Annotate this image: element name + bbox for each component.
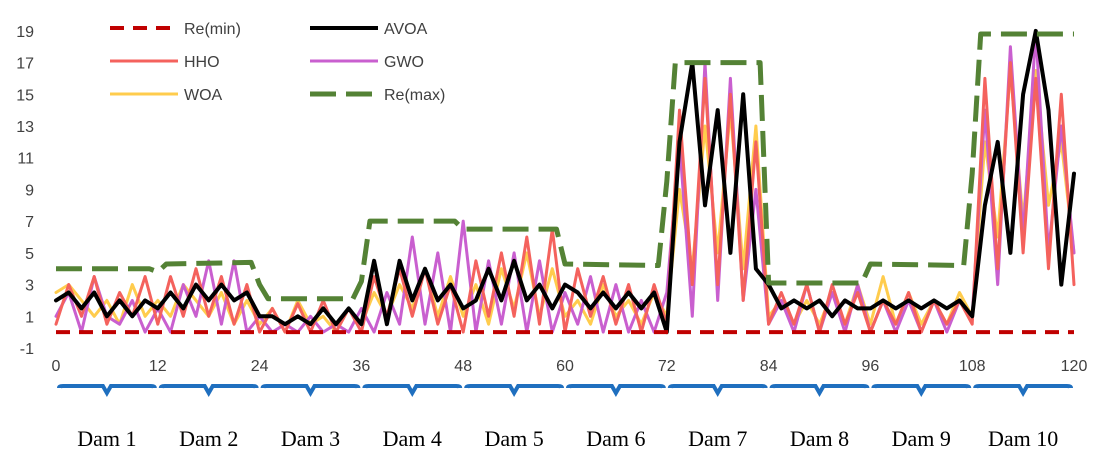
dam-label: Dam 6 — [586, 426, 645, 451]
dam-bracket — [260, 384, 361, 398]
y-tick-label: 7 — [25, 214, 34, 231]
legend-label: AVOA — [384, 21, 428, 38]
legend-label: WOA — [184, 87, 223, 104]
dam-bracket — [464, 384, 564, 398]
x-tick-label: 60 — [556, 358, 574, 375]
y-tick-label: 9 — [25, 182, 34, 199]
dam-label: Dam 1 — [77, 426, 136, 451]
legend-label: Re(max) — [384, 87, 445, 104]
y-tick-label: 5 — [25, 246, 34, 263]
x-tick-label: 48 — [454, 358, 472, 375]
dam-label: Dam 8 — [790, 426, 849, 451]
legend-label: Re(min) — [184, 21, 241, 38]
x-tick-label: 72 — [658, 358, 676, 375]
dam-label: Dam 7 — [688, 426, 747, 451]
legend-label: GWO — [384, 54, 424, 71]
y-tick-label: 19 — [16, 24, 34, 41]
y-tick-label: 11 — [17, 151, 34, 168]
y-tick-label: 17 — [16, 56, 34, 73]
dam-label: Dam 10 — [988, 426, 1058, 451]
dam-bracket — [362, 384, 463, 398]
dam-label: Dam 3 — [281, 426, 340, 451]
series-line-re-max — [56, 31, 1074, 302]
y-tick-label: 15 — [16, 87, 34, 104]
x-tick-label: 24 — [251, 358, 269, 375]
dam-bracket — [158, 384, 259, 398]
y-tick-label: 1 — [25, 309, 34, 326]
dam-bracket — [871, 384, 972, 398]
x-tick-label: 0 — [52, 358, 61, 375]
dam-bracket — [667, 384, 768, 398]
dam-label: Dam 9 — [892, 426, 951, 451]
y-tick-label: -1 — [20, 341, 34, 358]
chart-series — [54, 28, 1076, 335]
y-tick-label: 3 — [25, 278, 34, 295]
dam-bracket — [57, 384, 157, 398]
legend-label: HHO — [184, 54, 220, 71]
x-tick-label: 36 — [353, 358, 371, 375]
series-line-avoa — [54, 28, 1076, 335]
dam-bracket — [973, 384, 1073, 398]
legend: Re(min) AVOA HHO GWO WOA Re(max) — [110, 21, 445, 104]
x-tick-label: 84 — [760, 358, 778, 375]
dam-label: Dam 4 — [383, 426, 442, 451]
x-tick-label: 120 — [1061, 358, 1088, 375]
series-line-gwo — [54, 29, 1076, 334]
dam-bracket — [769, 384, 870, 398]
x-tick-label: 12 — [149, 358, 167, 375]
dam-label: Dam 2 — [179, 426, 238, 451]
x-tick-label: 108 — [959, 358, 986, 375]
x-tick-label: 96 — [862, 358, 880, 375]
dam-bracket — [566, 384, 666, 398]
dam-label: Dam 5 — [484, 426, 543, 451]
dam-groups: Dam 1 Dam 2 Dam 3 Dam 4 Dam 5 Dam 6 Dam 7 Dam 8… — [57, 384, 1073, 451]
y-tick-label: 13 — [16, 119, 34, 136]
